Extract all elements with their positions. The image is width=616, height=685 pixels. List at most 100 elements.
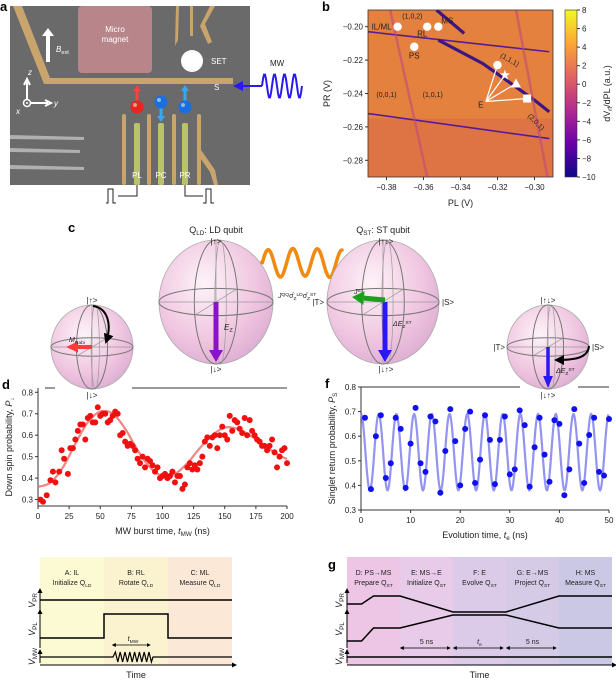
text-part: PL: [32, 622, 39, 630]
data-point: [437, 489, 444, 496]
marker-star: [499, 69, 511, 80]
text-part: ΔE: [555, 368, 566, 375]
data-point: [422, 468, 429, 475]
data-point: [452, 438, 459, 445]
text-part: 6: [582, 25, 587, 34]
data-point: [516, 407, 523, 414]
section-bg: [559, 557, 612, 665]
section-bg: [40, 557, 104, 665]
electron-spin-ball: [178, 100, 192, 114]
transition-line: [514, 10, 549, 177]
text-part: LD: [196, 230, 205, 237]
data-point: [387, 460, 394, 467]
panel-label-g: g: [328, 557, 336, 572]
text-part: −8: [582, 154, 592, 163]
y-tick-label: 0.6: [22, 431, 34, 440]
data-point: [417, 460, 424, 467]
data-point: [367, 486, 374, 493]
text-part: G: E→MS: [517, 570, 549, 577]
y-tick-label: 0.6: [345, 432, 357, 441]
text-part: −0.26: [343, 123, 364, 132]
text-part: PL (V): [448, 198, 473, 208]
text-part: Q: [356, 225, 363, 235]
colorbar-tick-label: −8: [582, 154, 592, 163]
data-point: [39, 498, 46, 505]
data-point: [531, 444, 538, 451]
data-point: [204, 434, 211, 441]
dez-label: ΔEZST: [555, 367, 575, 377]
data-point: [581, 479, 588, 486]
x-tick-label: 125: [187, 512, 201, 521]
text-part: P: [327, 397, 337, 403]
y-axis-label: Singlet return probability, PS: [327, 393, 339, 505]
text-part: a: [0, 0, 8, 14]
ez-label: EZ: [224, 323, 233, 334]
data-point: [154, 464, 161, 471]
text-part: Z: [229, 328, 233, 334]
marker-circle: [393, 22, 402, 31]
text-part: Time: [126, 670, 146, 680]
data-point: [74, 427, 81, 434]
region-label: (0,0,1): [376, 92, 396, 99]
data-point: [92, 419, 99, 426]
set-label: SET: [211, 57, 227, 66]
data-point: [52, 479, 59, 486]
lead-finger: [10, 148, 80, 153]
section-bg: [347, 557, 400, 665]
ball-highlight: [133, 103, 137, 107]
text-part: |↓↑>: [379, 365, 394, 374]
text-part: A: IL: [65, 570, 80, 577]
text-part: rf: [607, 107, 614, 111]
data-point: [521, 422, 528, 429]
text-part: S: [332, 393, 339, 397]
text-part: PR: [339, 593, 346, 602]
text-part: |S>: [592, 343, 604, 352]
text-part: Z: [307, 296, 310, 302]
data-point: [229, 427, 236, 434]
text-part: Measure Q: [180, 580, 215, 587]
y-axis-icon: [30, 99, 54, 107]
x-tick-label: 200: [280, 512, 294, 521]
text-part: 5 ns: [526, 639, 540, 646]
data-point: [482, 412, 488, 419]
text-part: V: [27, 601, 37, 608]
rabi-arrow-icon-head: [66, 341, 78, 353]
data-point: [392, 414, 399, 421]
set-gates: [175, 6, 215, 46]
data-point: [49, 468, 56, 475]
coupling-wave-icon: [260, 246, 344, 280]
marker-circle: [493, 60, 502, 70]
text-part: 2: [582, 62, 587, 71]
data-point: [199, 453, 206, 460]
data-point: [186, 460, 193, 467]
text-part: E: [224, 323, 230, 332]
text-part: B: [56, 45, 62, 54]
text-part: Rabi: [75, 340, 85, 346]
state-t-label: |T>: [312, 298, 324, 307]
section-title: C: ML: [191, 570, 210, 577]
data-point: [246, 417, 253, 424]
text-part: Q: [189, 225, 196, 235]
data-point: [64, 470, 71, 477]
data-point: [571, 406, 578, 413]
text-part: −10: [582, 173, 596, 182]
data-point: [284, 460, 290, 467]
x-tick-label: 0: [359, 516, 364, 525]
data-point: [506, 471, 513, 478]
fit-curve: [360, 412, 610, 493]
jst-arrow-icon: [363, 295, 386, 303]
text-part: |↓>: [211, 365, 222, 374]
state-downup-label: |↓↑>: [541, 391, 556, 400]
y-tick-label: 0.3: [22, 496, 34, 505]
data-point: [87, 412, 94, 419]
z-axis-icon: [23, 76, 31, 100]
panel-label-f: f: [325, 376, 330, 391]
dez-label: ΔEZST: [392, 320, 412, 330]
data-point: [216, 432, 223, 439]
point-label: IL/ML: [372, 23, 393, 32]
text-part: IL/ML: [372, 23, 393, 32]
text-part: Time: [470, 670, 490, 680]
text-part: −6: [582, 136, 592, 145]
